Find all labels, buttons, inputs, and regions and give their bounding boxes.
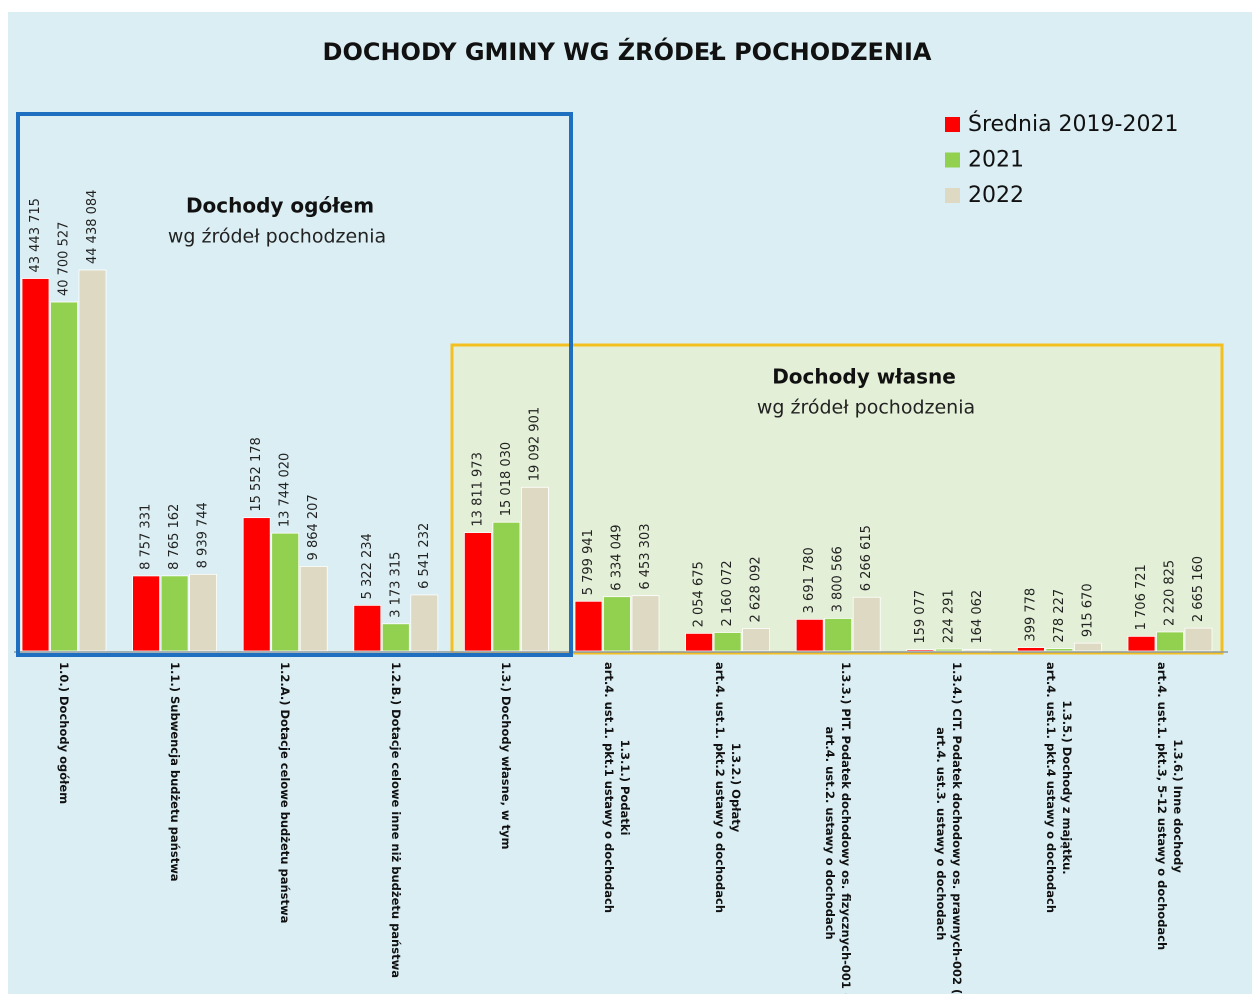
value-label: 915 670: [1080, 583, 1095, 637]
x-tick-label: 1.0.) Dochody ogółem: [57, 662, 71, 805]
value-label: 44 438 084: [85, 190, 100, 264]
bar: [1156, 631, 1184, 652]
bar: [299, 566, 328, 652]
value-label: 164 062: [970, 590, 985, 644]
value-label: 5 322 234: [360, 533, 375, 599]
bar: [492, 521, 521, 652]
x-tick-label: 1.3.5.) Dochody z majątku. art.4. ust.1.…: [1044, 662, 1075, 914]
x-tick-label: 1.3.1.) Podatki art.4. ust.1. pkt.1 usta…: [602, 662, 632, 914]
bar: [603, 596, 631, 652]
total-income-box: [16, 112, 573, 657]
x-tick-label: 1.1.) Subwencja budżetu państwa: [167, 662, 182, 882]
value-label: 13 811 973: [470, 452, 485, 526]
bar: [242, 517, 271, 652]
bar: [574, 600, 603, 652]
bar: [21, 278, 50, 652]
value-label: 8 765 162: [167, 504, 182, 570]
value-label: 3 691 780: [802, 547, 817, 613]
value-label: 2 665 160: [1191, 556, 1206, 622]
bar: [963, 649, 992, 652]
x-tick-label: 1.3.6.) Inne dochody art.4. ust.1. pkt.3…: [1155, 662, 1185, 951]
bar: [934, 648, 963, 652]
bar: [410, 594, 439, 652]
bar: [685, 632, 713, 652]
value-label: 3 173 315: [388, 552, 403, 618]
bar: [742, 628, 770, 652]
bar: [160, 575, 189, 652]
annotation-title: Dochody ogółem: [186, 194, 374, 218]
value-label: 6 541 232: [417, 523, 432, 589]
bar: [189, 573, 218, 652]
bar: [78, 269, 107, 652]
bar: [631, 595, 660, 652]
x-tick-label: 1.2.B.) Dotacje celowe inne niż budżetu …: [388, 662, 403, 978]
value-label: 15 552 178: [249, 437, 264, 511]
x-tick-label: 1.3.2.) Opłaty art.4. ust.1. pkt.2 ustaw…: [712, 662, 743, 914]
value-label: 8 939 744: [196, 502, 211, 568]
value-label: 43 443 715: [28, 198, 43, 272]
value-label: 2 160 072: [720, 560, 735, 626]
value-label: 15 018 030: [499, 442, 514, 516]
bar: [852, 596, 881, 652]
value-label: 9 864 207: [306, 494, 321, 560]
bar: [353, 604, 382, 652]
bar: [521, 486, 549, 652]
bar: [906, 649, 935, 652]
x-tick-label: 1.3.4.) CIT. Podatek dochodowy os. prawn…: [933, 662, 964, 994]
bar: [381, 623, 410, 652]
value-label: 159 077: [913, 590, 928, 644]
value-label: 13 744 020: [278, 453, 293, 527]
bar: [1017, 647, 1045, 652]
value-label: 278 227: [1052, 589, 1067, 643]
legend-label: Średnia 2019-2021: [968, 111, 1178, 137]
bar: [132, 575, 161, 652]
bar: [271, 532, 300, 652]
legend-label: 2021: [968, 148, 1024, 173]
bar: [50, 301, 78, 652]
bar: [824, 618, 853, 652]
annotation-subtitle: wg źródeł pochodzenia: [757, 397, 975, 419]
value-label: 6 334 049: [610, 525, 625, 591]
legend-swatch: [945, 152, 960, 168]
bar: [1127, 635, 1156, 652]
value-label: 2 628 092: [749, 556, 764, 622]
bar: [1184, 627, 1213, 652]
bar: [1045, 648, 1074, 652]
legend-swatch: [945, 188, 960, 203]
x-tick-label: 1.3.3.) PIT. Podatek dochodowy os. fizyc…: [823, 662, 854, 994]
value-label: 1 706 721: [1134, 564, 1149, 630]
value-label: 2 054 675: [692, 561, 707, 627]
bar: [1074, 642, 1102, 652]
value-label: 399 778: [1023, 588, 1038, 642]
value-label: 6 266 615: [859, 525, 874, 591]
legend-swatch: [945, 117, 960, 132]
x-tick-label: 1.3.) Dochody własne, w tym: [499, 662, 514, 850]
value-label: 8 757 331: [139, 504, 154, 570]
value-label: 3 800 566: [831, 546, 846, 612]
annotation-subtitle: wg źródeł pochodzenia: [168, 226, 386, 248]
bar: [795, 618, 824, 652]
value-label: 19 092 901: [527, 407, 542, 481]
x-tick-label: 1.2.A.) Dotacje celowe budżetu państwa: [278, 662, 293, 924]
value-label: 224 291: [941, 589, 956, 643]
annotation-title: Dochody własne: [772, 365, 956, 389]
chart-title: DOCHODY GMINY WG ŹRÓDEŁ POCHODZENIA: [323, 36, 932, 66]
legend-label: 2022: [968, 183, 1024, 208]
value-label: 2 220 825: [1163, 560, 1178, 626]
value-label: 6 453 303: [638, 523, 653, 589]
value-label: 5 799 941: [581, 529, 596, 595]
bar: [463, 532, 492, 652]
bar: [713, 632, 742, 652]
value-label: 40 700 527: [57, 222, 72, 296]
